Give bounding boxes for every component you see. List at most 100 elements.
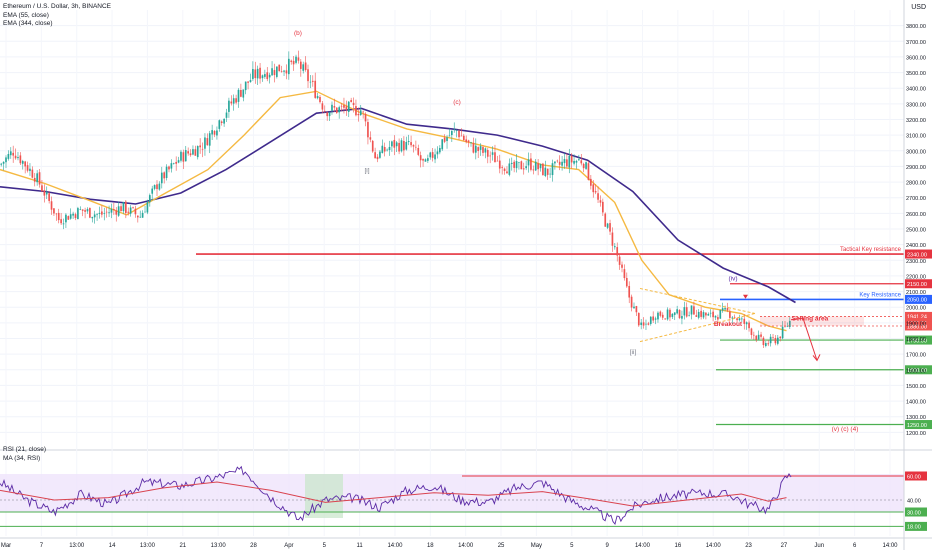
candle-body	[383, 147, 386, 152]
candle-body	[352, 102, 355, 106]
candle-body	[733, 316, 736, 318]
candle-body	[156, 184, 158, 190]
candle-body	[688, 315, 690, 317]
candle-body	[273, 70, 276, 76]
rsi-ma-label[interactable]: MA (34, RSI)	[3, 454, 41, 462]
time-tick-label: 14:00	[458, 543, 474, 549]
candle-body	[220, 121, 223, 123]
candle-body	[340, 105, 343, 107]
candle-body	[232, 98, 235, 104]
candle-body	[693, 306, 695, 315]
candle-body	[225, 112, 228, 118]
candle-body	[427, 158, 429, 161]
candle-body	[745, 322, 748, 325]
candle-body	[515, 161, 518, 169]
candle-body	[554, 161, 556, 164]
candle-body	[55, 213, 58, 215]
candle-body	[261, 75, 264, 79]
price-tag-label: 1941.24	[907, 315, 927, 321]
candle-body	[403, 140, 405, 151]
candle-body	[180, 151, 182, 161]
candle-body	[786, 325, 789, 327]
candle-body	[613, 246, 616, 248]
candle-body	[362, 111, 364, 113]
candle-body	[132, 207, 134, 208]
rsi-level-label: 60.00	[907, 474, 921, 480]
candle-body	[230, 101, 233, 104]
candle-body	[542, 163, 544, 176]
rsi-level-label: 40.00	[907, 498, 921, 504]
candle-body	[192, 149, 194, 155]
candle-body	[690, 305, 693, 315]
candle-body	[113, 209, 115, 210]
candle-body	[719, 310, 722, 319]
candle-body	[685, 307, 688, 317]
candle-body	[760, 334, 762, 337]
candle-body	[738, 318, 741, 321]
candle-body	[474, 145, 477, 153]
candle-body	[48, 193, 50, 201]
candle-body	[141, 212, 144, 218]
candle-body	[594, 191, 597, 193]
candle-body	[280, 71, 283, 72]
candle-body	[412, 145, 415, 147]
time-tick-label: Mar	[1, 543, 11, 549]
candle-body	[7, 154, 10, 159]
candle-body	[609, 223, 611, 232]
price-tag	[905, 321, 932, 331]
candle-body	[287, 58, 290, 75]
time-axis[interactable]: Mar 7 13:00 14 13:00 21 13:00 28 Apr 5 11 14:00 18 14…	[0, 537, 932, 549]
ema-slow-label[interactable]: EMA (344, close)	[3, 20, 53, 27]
price-tick-label: 2700.00	[906, 196, 926, 202]
price-tick-label: 3500.00	[906, 71, 926, 77]
rsi-label[interactable]: RSI (21, close)	[3, 446, 46, 453]
candle-body	[616, 247, 619, 256]
candle-body	[314, 80, 317, 98]
candle-body	[297, 57, 300, 61]
candle-body	[707, 313, 710, 316]
candle-body	[153, 185, 156, 189]
candle-body	[5, 157, 7, 163]
candle-body	[86, 209, 89, 212]
candle-body	[436, 151, 439, 155]
candle-body	[649, 316, 652, 324]
candle-body	[405, 141, 408, 150]
candle-body	[252, 69, 254, 79]
candle-body	[482, 147, 484, 153]
candle-body	[470, 142, 472, 143]
annotation-breakout: Breakout	[714, 321, 743, 328]
candle-body	[115, 210, 118, 215]
candle-body	[242, 89, 245, 98]
price-tag	[905, 311, 932, 321]
candle-body	[218, 120, 221, 129]
price-tick-label: 3100.00	[906, 134, 926, 140]
candle-body	[498, 160, 501, 169]
candle-body	[556, 160, 559, 162]
ema-fast-label[interactable]: EMA (55, close)	[3, 11, 49, 19]
candle-body	[196, 146, 199, 158]
candle-body	[625, 277, 628, 287]
annotation-wave-ii: [ii]	[630, 349, 637, 356]
time-tick-label: 14:00	[882, 543, 898, 549]
candle-body	[479, 146, 482, 150]
time-tick-label: 5	[570, 543, 574, 549]
price-axis[interactable]: 1200.00 1300.00 1400.00 1500.00 1600.00 1700.…	[903, 0, 926, 550]
candle-body	[623, 269, 626, 279]
candle-body	[323, 110, 326, 112]
candle-body	[714, 315, 717, 318]
candle-body	[407, 141, 410, 142]
candle-body	[731, 317, 734, 319]
candle-body	[184, 150, 187, 162]
candle-body	[199, 145, 201, 148]
price-level-tag	[905, 335, 932, 345]
candle-body	[633, 306, 635, 309]
price-level-tag-label: 1600.00	[907, 368, 927, 374]
price-level-tag	[905, 294, 932, 304]
price-tick-label: 2800.00	[906, 181, 926, 187]
time-tick-label: 23	[745, 543, 752, 549]
candle-body	[503, 168, 506, 171]
candle-body	[69, 214, 72, 219]
symbol-title[interactable]: Ethereum / U.S. Dollar, 3h, BINANCE	[3, 3, 112, 10]
time-tick-label: Apr	[284, 543, 293, 549]
